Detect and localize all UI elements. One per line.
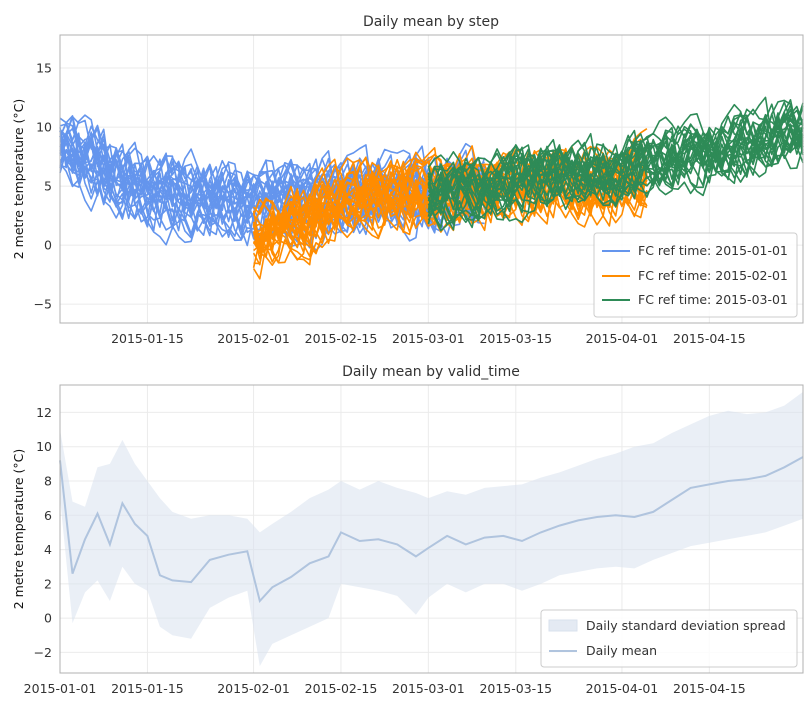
- chart-bottom: −2 0 2 4 6 8 10 12 2015-01-01 2015-01-15 2015-02-…: [11, 364, 804, 696]
- legend-box: [540, 609, 798, 668]
- ensemble-member-line: [252, 150, 648, 252]
- x-tick-label: 2015-02-15: [305, 681, 378, 696]
- ensemble-member-line: [427, 123, 804, 202]
- x-tick-label: 2015-01-15: [111, 681, 184, 696]
- x-tick-labels: 2015-01-01 2015-01-15 2015-02-01 2015-02-15…: [24, 681, 746, 696]
- y-tick-label: 10: [36, 439, 52, 454]
- y-tick-labels: −2 0 2 4 6 8 10 12: [34, 405, 52, 660]
- x-tick-label: 2015-03-01: [392, 331, 465, 346]
- x-tick-label: 2015-04-01: [586, 331, 659, 346]
- x-tick-label: 2015-04-15: [673, 331, 746, 346]
- x-tick-label: 2015-02-15: [305, 331, 378, 346]
- ensemble-member-line: [427, 108, 804, 215]
- legend-entry: FC ref time: 2015-01-01: [638, 243, 788, 258]
- y-tick-label: 6: [44, 508, 52, 523]
- y-tick-label: 0: [44, 238, 52, 253]
- series-lines: [59, 96, 804, 280]
- series-3: [427, 96, 804, 232]
- y-tick-label: −5: [34, 297, 52, 312]
- std-spread-band: [60, 391, 803, 667]
- x-tick-label: 2015-04-01: [586, 681, 659, 696]
- legend-entry: FC ref time: 2015-02-01: [638, 268, 788, 283]
- chart-title: Daily mean by step: [363, 14, 499, 30]
- legend-swatch: [548, 619, 578, 632]
- y-tick-label: 10: [36, 120, 52, 135]
- legend-entry: FC ref time: 2015-03-01: [638, 292, 788, 307]
- x-tick-label: 2015-03-01: [392, 681, 465, 696]
- ensemble-member-line: [252, 157, 648, 230]
- legend-entry: Daily mean: [586, 643, 657, 658]
- y-tick-label: 5: [44, 179, 52, 194]
- legend: Daily standard deviation spread Daily me…: [540, 609, 798, 668]
- y-axis-label: 2 metre temperature (°C): [11, 99, 26, 260]
- y-tick-label: 2: [44, 576, 52, 591]
- chart-title: Daily mean by valid_time: [342, 364, 520, 380]
- plot-frame: [59, 34, 804, 324]
- y-tick-label: 12: [36, 405, 52, 420]
- x-tick-label: 2015-01-01: [24, 681, 97, 696]
- y-tick-label: 4: [44, 542, 52, 557]
- y-tick-labels: −5 0 5 10 15: [34, 61, 52, 312]
- ensemble-member-line: [428, 124, 804, 208]
- y-tick-label: 8: [44, 474, 52, 489]
- x-tick-label: 2015-03-15: [479, 681, 552, 696]
- ensemble-member-line: [427, 123, 804, 215]
- x-tick-label: 2015-04-15: [673, 681, 746, 696]
- x-tick-label: 2015-02-01: [217, 681, 290, 696]
- x-tick-label: 2015-03-15: [479, 331, 552, 346]
- x-tick-labels: 2015-01-15 2015-02-01 2015-02-15 2015-03-01…: [111, 331, 746, 346]
- y-tick-label: 15: [36, 61, 52, 76]
- legend-box: [593, 232, 798, 318]
- x-tick-label: 2015-01-15: [111, 331, 184, 346]
- daily-mean-line: [59, 456, 804, 604]
- legend-entry: Daily standard deviation spread: [586, 618, 786, 633]
- ensemble-member-line: [427, 103, 804, 221]
- x-tick-label: 2015-02-01: [217, 331, 290, 346]
- plot-frame: [59, 384, 804, 674]
- y-axis-label: 2 metre temperature (°C): [11, 449, 26, 610]
- ensemble-member-line: [427, 119, 804, 221]
- legend: FC ref time: 2015-01-01 FC ref time: 201…: [593, 232, 798, 318]
- y-tick-label: −2: [34, 645, 52, 660]
- y-tick-label: 0: [44, 611, 52, 626]
